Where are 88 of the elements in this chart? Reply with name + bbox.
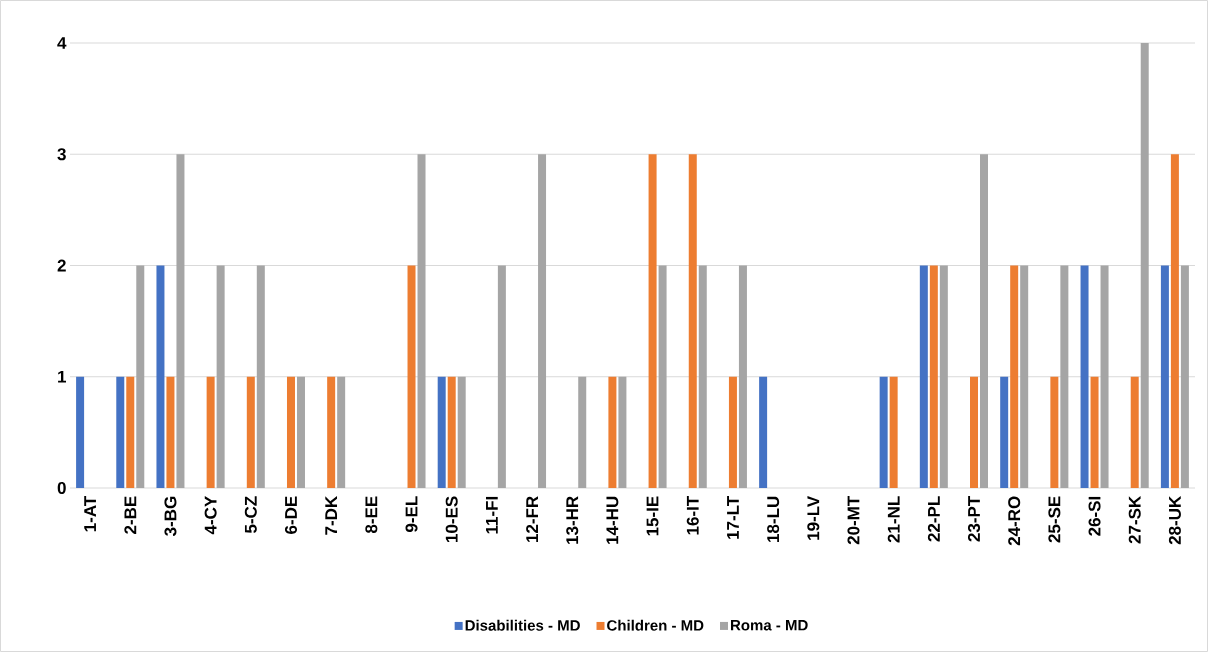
bar bbox=[1160, 265, 1169, 488]
x-tick-label: 18-LU bbox=[767, 496, 780, 542]
y-tick-label: 3 bbox=[57, 148, 66, 161]
bar bbox=[1180, 265, 1189, 488]
bar bbox=[337, 376, 346, 488]
legend-label: Children - MD bbox=[607, 619, 704, 631]
bar bbox=[738, 265, 747, 488]
bar bbox=[156, 265, 165, 488]
bar bbox=[136, 265, 145, 488]
y-tick-label: 4 bbox=[57, 37, 67, 49]
x-tick-label: 6-DE bbox=[284, 496, 298, 534]
bar bbox=[980, 154, 989, 488]
x-tick-label: 3-BG bbox=[164, 496, 177, 537]
y-tick-label: 1 bbox=[58, 370, 67, 383]
x-tick-label: 16-IT bbox=[686, 495, 699, 535]
bar bbox=[126, 376, 135, 488]
bar bbox=[618, 376, 627, 488]
bar bbox=[166, 376, 175, 488]
bar bbox=[176, 154, 185, 488]
x-tick-label: 24-RO bbox=[1008, 496, 1021, 546]
bar bbox=[296, 376, 305, 488]
bar bbox=[698, 265, 707, 488]
x-tick-label: 21-NL bbox=[887, 496, 900, 543]
x-tick-label: 5-CZ bbox=[244, 496, 257, 534]
bar bbox=[970, 376, 979, 488]
x-tick-label: 8-EE bbox=[365, 496, 378, 534]
bar bbox=[246, 376, 255, 488]
bar bbox=[728, 376, 737, 488]
x-tick-label: 26-SI bbox=[1088, 496, 1101, 536]
bar bbox=[688, 154, 697, 488]
bar bbox=[497, 265, 506, 488]
x-tick-label: 2-BE bbox=[124, 496, 137, 534]
bar bbox=[929, 265, 938, 488]
x-tick-label: 20-MT bbox=[847, 495, 860, 545]
x-tick-label: 28-UK bbox=[1168, 495, 1181, 545]
bar bbox=[1000, 376, 1009, 488]
x-tick-label: 11-FI bbox=[486, 496, 498, 534]
bar bbox=[1020, 265, 1029, 488]
x-tick-label: 4-CY bbox=[204, 496, 217, 535]
bar bbox=[889, 376, 898, 488]
x-tick-label: 27-SK bbox=[1128, 495, 1141, 544]
bar bbox=[1170, 154, 1179, 488]
bar bbox=[1130, 376, 1139, 488]
bar bbox=[658, 265, 667, 488]
bar bbox=[286, 376, 295, 488]
bar bbox=[447, 376, 456, 488]
x-tick-label: 17-LT bbox=[727, 495, 739, 539]
x-tick-label: 13-HR bbox=[566, 496, 579, 544]
bar bbox=[1100, 265, 1109, 488]
bar bbox=[648, 154, 657, 488]
bar bbox=[608, 376, 617, 488]
bar bbox=[407, 265, 416, 488]
bar bbox=[538, 154, 547, 488]
x-tick-label: 12-FR bbox=[526, 496, 538, 542]
bar bbox=[879, 376, 888, 488]
bar bbox=[457, 376, 466, 488]
bar bbox=[1080, 265, 1089, 488]
x-tick-label: 15-IE bbox=[646, 496, 659, 536]
bar bbox=[759, 376, 768, 488]
x-tick-label: 7-DK bbox=[325, 495, 338, 535]
bar bbox=[437, 376, 446, 488]
bar bbox=[206, 376, 215, 488]
y-tick-label: 2 bbox=[57, 259, 66, 272]
x-tick-label: 1-AT bbox=[84, 495, 96, 532]
bar bbox=[1140, 43, 1149, 488]
bar bbox=[578, 376, 587, 488]
bar bbox=[76, 376, 85, 488]
bar bbox=[939, 265, 948, 488]
x-tick-label: 9-EL bbox=[405, 496, 418, 533]
bar bbox=[327, 376, 336, 488]
bar bbox=[116, 376, 125, 488]
bar bbox=[1050, 376, 1059, 488]
x-tick-label: 10-ES bbox=[445, 496, 458, 542]
legend-label: Disabilities - MD bbox=[465, 619, 580, 631]
x-tick-label: 25-SE bbox=[1048, 496, 1061, 543]
x-tick-label: 14-HU bbox=[606, 496, 619, 544]
x-tick-label: 19-LV bbox=[807, 495, 820, 540]
x-tick-label: 23-PT bbox=[967, 495, 981, 542]
bar bbox=[1060, 265, 1069, 488]
bar bbox=[1010, 265, 1019, 488]
bar bbox=[919, 265, 928, 488]
bar bbox=[216, 265, 225, 488]
bar bbox=[417, 154, 426, 488]
x-tick-label: 22-PL bbox=[927, 496, 940, 542]
legend-label: Roma - MD bbox=[731, 620, 808, 631]
bar bbox=[1090, 376, 1099, 488]
y-tick-label: 0 bbox=[57, 481, 66, 495]
bar bbox=[256, 265, 265, 488]
